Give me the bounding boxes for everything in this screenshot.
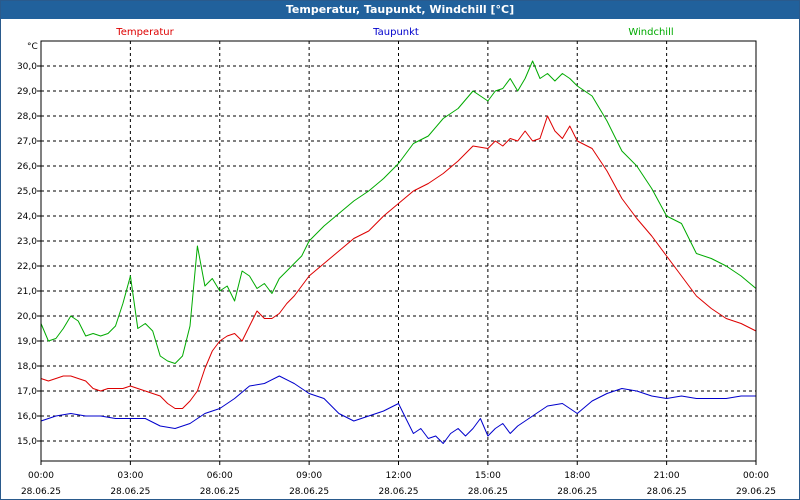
y-tick-label: 18,0	[17, 362, 37, 372]
y-tick-label: 16,0	[17, 412, 37, 422]
series-lines	[40, 60, 757, 444]
y-tick-label: 28,0	[17, 112, 37, 122]
y-tick-label: 17,0	[17, 387, 37, 397]
x-tick-time-label: 15:00	[475, 471, 501, 481]
y-tick-label: 22,0	[17, 262, 37, 272]
x-tick-date-label: 28.06.25	[110, 487, 150, 497]
y-tick-label: 19,0	[17, 337, 37, 347]
x-tick-time-label: 00:00	[28, 471, 54, 481]
legend-temperatur: Temperatur	[115, 27, 174, 38]
series-line-windchill	[40, 60, 757, 364]
y-tick-label: 24,0	[17, 212, 37, 222]
y-tick-label: 21,0	[17, 287, 37, 297]
y-tick-label: 23,0	[17, 237, 37, 247]
x-tick-time-label: 21:00	[654, 471, 680, 481]
y-tick-label: 27,0	[17, 137, 37, 147]
x-tick-date-label: 28.06.25	[200, 487, 240, 497]
x-tick-time-label: 03:00	[117, 471, 143, 481]
x-tick-date-label: 28.06.25	[21, 487, 61, 497]
y-tick-label: 30,0	[17, 62, 37, 72]
y-tick-label: 26,0	[17, 162, 37, 172]
y-tick-label: 29,0	[17, 87, 37, 97]
y-tick-label: 15,0	[17, 437, 37, 447]
y-tick-label: 20,0	[17, 312, 37, 322]
window-title: Temperatur, Taupunkt, Windchill [°C]	[1, 1, 799, 19]
x-tick-time-label: 12:00	[386, 471, 412, 481]
legend-windchill: Windchill	[628, 27, 673, 38]
grid	[41, 41, 756, 461]
x-tick-date-label: 28.06.25	[378, 487, 418, 497]
x-tick-time-label: 00:00	[743, 471, 769, 481]
series-line-taupunkt	[40, 375, 756, 444]
y-axis-unit-label: °C	[27, 42, 38, 52]
x-tick-date-label: 28.06.25	[647, 487, 687, 497]
legend-taupunkt: Taupunkt	[372, 27, 419, 38]
x-tick-date-label: 28.06.25	[289, 487, 329, 497]
x-tick-time-label: 09:00	[296, 471, 322, 481]
y-tick-label: 25,0	[17, 187, 37, 197]
series-line-temperatur	[40, 115, 757, 409]
x-tick-time-label: 18:00	[564, 471, 590, 481]
x-tick-date-label: 29.06.25	[736, 487, 776, 497]
x-tick-date-label: 28.06.25	[557, 487, 597, 497]
axis-ticks: 15,0 16,0 17,0 18,0 19,0 20,0 21,0 22,0 23,0 24,0…	[17, 62, 776, 497]
x-tick-time-label: 06:00	[207, 471, 233, 481]
x-tick-date-label: 28.06.25	[468, 487, 508, 497]
